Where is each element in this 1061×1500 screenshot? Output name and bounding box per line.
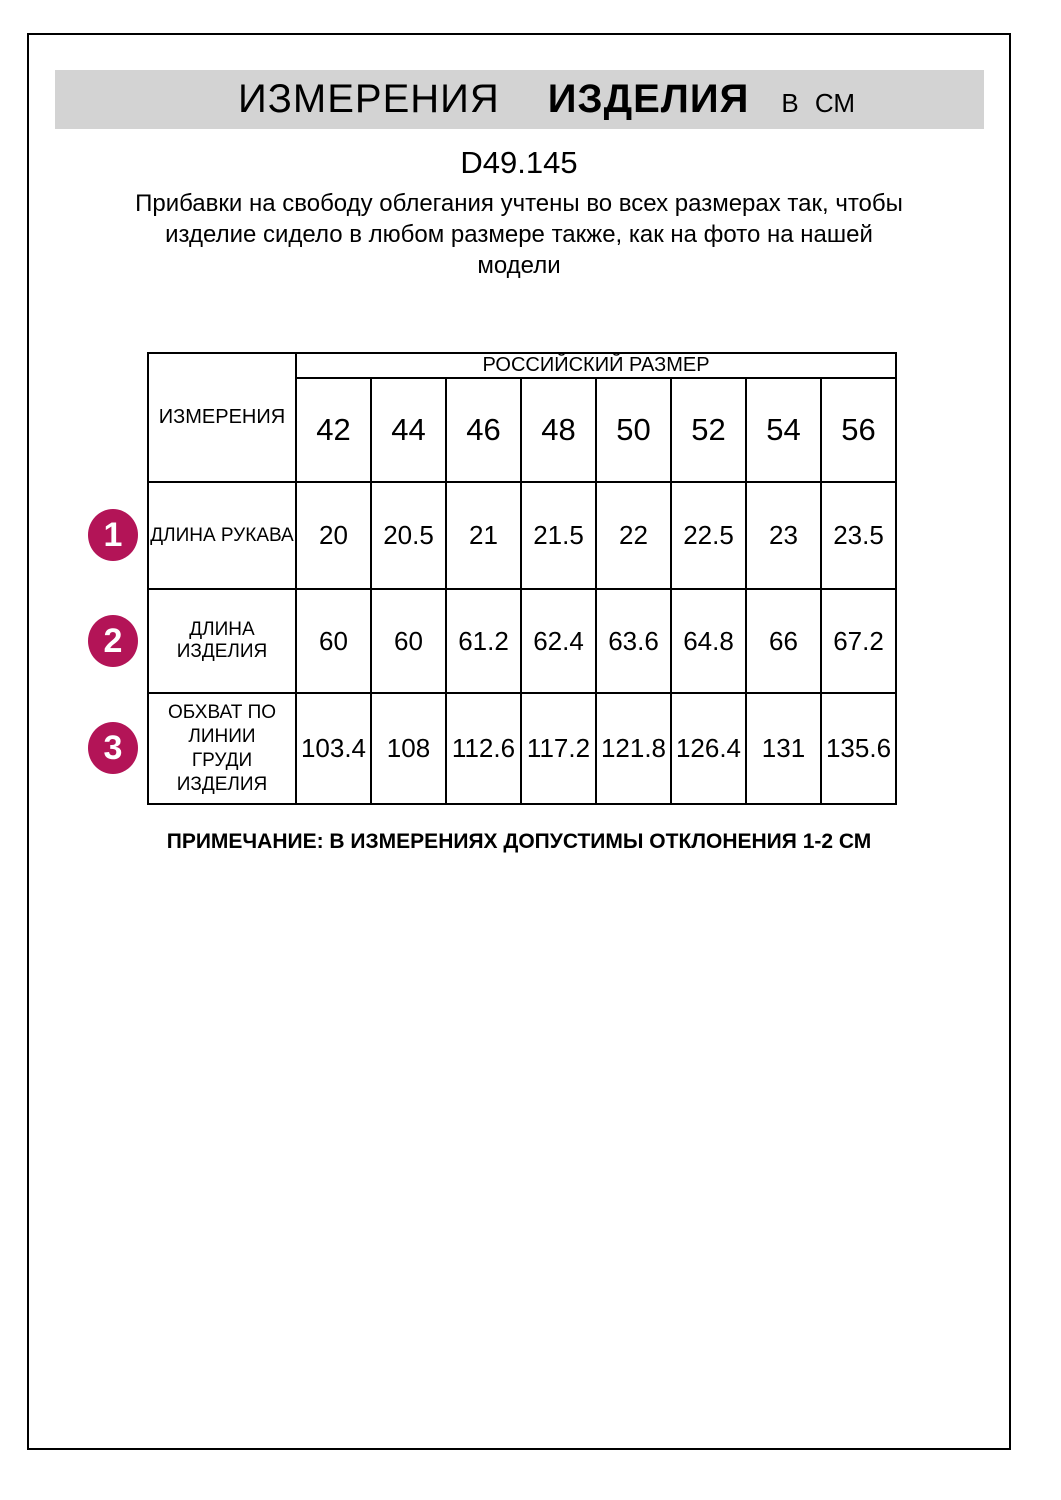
- row-number-badge-3: 3: [88, 722, 138, 774]
- measure-value-cell: 112.6: [445, 692, 522, 805]
- size-col-header: 52: [670, 377, 747, 483]
- measure-value-cell: 117.2: [520, 692, 597, 805]
- document-sheet: ИЗМЕРЕНИЯ ИЗДЕЛИЯ В СМ D49.145 Прибавки …: [27, 33, 1011, 1450]
- measure-value-cell: 21: [445, 481, 522, 590]
- description-line: модели: [477, 252, 561, 279]
- measure-value-cell: 131: [745, 692, 822, 805]
- measure-value-cell: 22: [595, 481, 672, 590]
- title-unit: В СМ: [781, 88, 856, 118]
- measure-value-cell: 63.6: [595, 588, 672, 694]
- measure-value-cell: 121.8: [595, 692, 672, 805]
- row-number-badge-1: 1: [88, 509, 138, 561]
- title-product: ИЗДЕЛИЯ: [547, 77, 750, 121]
- measure-value-cell: 61.2: [445, 588, 522, 694]
- measure-value-cell: 64.8: [670, 588, 747, 694]
- measure-value-cell: 62.4: [520, 588, 597, 694]
- row-label: ДЛИНА РУКАВА: [147, 481, 297, 590]
- table-row-sleeve-length: ДЛИНА РУКАВА 20 20.5 21 21.5 22 22.5 23 …: [147, 481, 898, 590]
- measure-value-cell: 108: [370, 692, 447, 805]
- measure-value-cell: 60: [370, 588, 447, 694]
- row-number-badge-2: 2: [88, 615, 138, 667]
- size-col-header: 50: [595, 377, 672, 483]
- description: Прибавки на свободу облегания учтены во …: [29, 188, 1009, 281]
- size-col-header: 44: [370, 377, 447, 483]
- product-code: D49.145: [460, 145, 578, 180]
- row-label: ОБХВАТ ПО ЛИНИИ ГРУДИ ИЗДЕЛИЯ: [147, 692, 297, 805]
- measure-value-cell: 23: [745, 481, 822, 590]
- size-col-header: 54: [745, 377, 822, 483]
- measure-value-cell: 126.4: [670, 692, 747, 805]
- size-table: ИЗМЕРЕНИЯ РОССИЙСКИЙ РАЗМЕР 42 44 46 48 …: [147, 352, 898, 805]
- table-corner-label: ИЗМЕРЕНИЯ: [147, 352, 297, 483]
- title-measurements: ИЗМЕРЕНИЯ: [238, 77, 500, 121]
- description-line: Прибавки на свободу облегания учтены во …: [135, 190, 903, 217]
- header-band: ИЗМЕРЕНИЯ ИЗДЕЛИЯ В СМ: [55, 70, 984, 129]
- size-col-header: 56: [819, 377, 898, 483]
- measure-value-cell: 20: [295, 481, 372, 590]
- size-col-header: 46: [445, 377, 522, 483]
- measure-value-cell: 22.5: [670, 481, 747, 590]
- measure-value-cell: 103.4: [295, 692, 372, 805]
- size-col-header: 48: [520, 377, 597, 483]
- measure-value-cell: 60: [295, 588, 372, 694]
- measure-value-cell: 21.5: [520, 481, 597, 590]
- description-line: изделие сидело в любом размере также, ка…: [165, 221, 873, 248]
- table-row-item-length: ДЛИНА ИЗДЕЛИЯ 60 60 61.2 62.4 63.6 64.8 …: [147, 588, 898, 694]
- size-col-header: 42: [295, 377, 372, 483]
- measure-value-cell: 135.6: [819, 692, 898, 805]
- measure-value-cell: 66: [745, 588, 822, 694]
- measure-value-cell: 23.5: [819, 481, 898, 590]
- measure-value-cell: 67.2: [819, 588, 898, 694]
- intro-block: D49.145 Прибавки на свободу облегания уч…: [29, 145, 1009, 281]
- table-group-header: РОССИЙСКИЙ РАЗМЕР: [294, 352, 898, 379]
- row-label: ДЛИНА ИЗДЕЛИЯ: [147, 588, 297, 694]
- tolerance-note: ПРИМЕЧАНИЕ: В ИЗМЕРЕНИЯХ ДОПУСТИМЫ ОТКЛО…: [166, 830, 872, 853]
- measure-value-cell: 20.5: [370, 481, 447, 590]
- table-row-chest-girth: ОБХВАТ ПО ЛИНИИ ГРУДИ ИЗДЕЛИЯ 103.4 108 …: [147, 692, 898, 805]
